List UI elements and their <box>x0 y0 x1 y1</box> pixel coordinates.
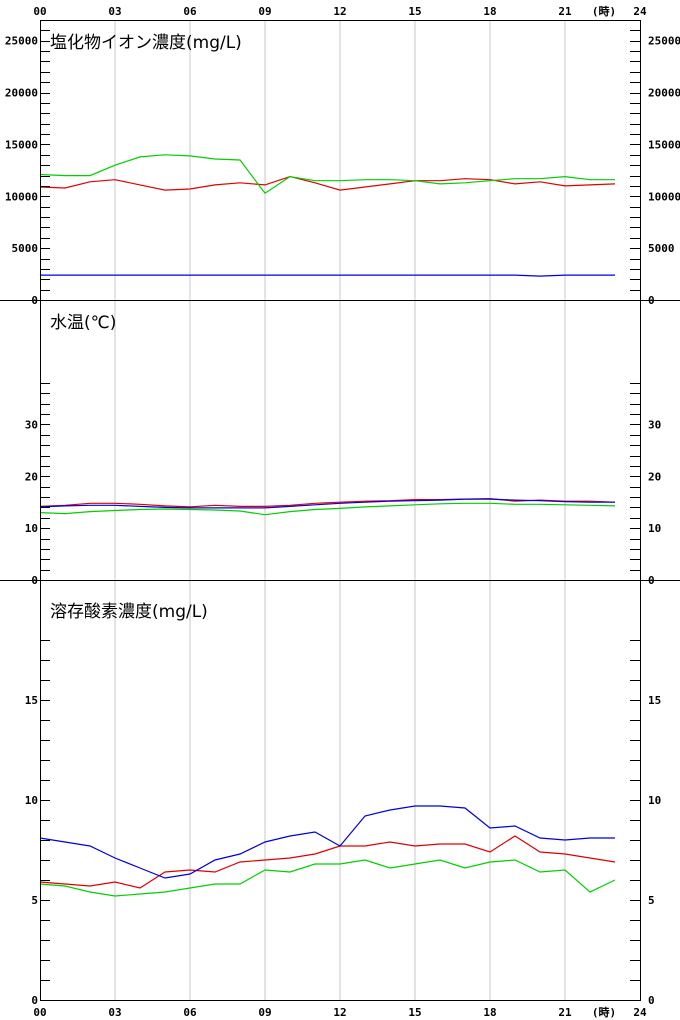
y-tick-label-right: 15 <box>648 694 661 707</box>
x-tick-label-bottom: 18 <box>483 1006 496 1019</box>
y-tick-label-right: 20 <box>648 470 661 483</box>
x-tick-label-bottom: 09 <box>258 1006 271 1019</box>
y-tick-label-left: 10 <box>25 794 38 807</box>
x-tick-label-bottom: 06 <box>183 1006 197 1019</box>
y-tick-label-left: 20000 <box>5 87 38 100</box>
y-tick-label-right: 15000 <box>648 138 680 151</box>
y-tick-label-right: 10000 <box>648 190 680 203</box>
x-tick-label-top: 21 <box>558 5 572 18</box>
y-tick-label-left: 0 <box>31 294 38 307</box>
series-line-blue-panel-2 <box>39 498 615 509</box>
y-tick-label-right: 0 <box>648 294 655 307</box>
x-tick-label-bottom: 12 <box>333 1006 346 1019</box>
x-tick-label-bottom: 03 <box>108 1006 121 1019</box>
y-tick-label-left: 5000 <box>12 242 39 255</box>
x-tick-label-bottom: 21 <box>558 1006 572 1019</box>
axes-layer <box>0 20 680 1001</box>
x-tick-label-top: 12 <box>333 5 346 18</box>
gridlines <box>114 20 566 1000</box>
x-tick-label-top: 06 <box>183 5 197 18</box>
series-line-green-panel-3 <box>39 859 616 897</box>
y-tick-label-left: 0 <box>31 994 38 1007</box>
y-tick-label-left: 15000 <box>5 138 38 151</box>
y-tick-label-left: 10 <box>25 522 38 535</box>
y-tick-label-right: 0 <box>648 994 655 1007</box>
x-tick-label-bottom: 15 <box>408 1006 421 1019</box>
x-tick-label-top: 24 <box>633 5 647 18</box>
series-line-red-panel-1 <box>39 175 616 191</box>
y-tick-label-left: 5 <box>31 894 38 907</box>
y-tick-label-left: 0 <box>31 574 38 587</box>
x-tick-label-top: 18 <box>483 5 496 18</box>
x-tick-label-bottom: 00 <box>33 1006 46 1019</box>
y-tick-label-left: 10000 <box>5 190 38 203</box>
x-tick-label-top: 15 <box>408 5 421 18</box>
series-line-green-panel-1 <box>39 154 615 195</box>
x-unit-top: (時) <box>592 4 616 18</box>
panel-title-chloride: 塩化物イオン濃度(mg/L) <box>50 33 242 53</box>
y-tick-label-right: 20000 <box>648 87 680 100</box>
series-line-blue-panel-1 <box>40 274 615 277</box>
y-tick-label-left: 20 <box>25 470 38 483</box>
x-tick-label-bottom: 24 <box>633 1006 647 1019</box>
y-tick-label-right: 10 <box>648 794 661 807</box>
series-line-red-panel-2 <box>39 497 616 508</box>
x-unit-bottom: (時) <box>592 1005 616 1019</box>
y-tick-label-right: 5 <box>648 894 655 907</box>
series-layer <box>39 154 616 897</box>
x-tick-label-top: 09 <box>258 5 271 18</box>
y-tick-label-right: 0 <box>648 574 655 587</box>
y-tick-label-right: 30 <box>648 418 661 431</box>
x-tick-label-top: 00 <box>33 5 46 18</box>
x-tick-label-top: 03 <box>108 5 121 18</box>
series-line-red-panel-3 <box>39 835 616 889</box>
y-tick-label-left: 25000 <box>5 35 38 48</box>
y-tick-label-left: 30 <box>25 418 38 431</box>
series-line-green-panel-2 <box>39 502 616 516</box>
y-tick-label-right: 25000 <box>648 35 680 48</box>
y-tick-label-right: 5000 <box>648 242 675 255</box>
y-tick-label-left: 15 <box>25 694 38 707</box>
panel-title-water-temp: 水温(℃) <box>50 313 116 333</box>
panel-title-dissolved-oxygen: 溶存酸素濃度(mg/L) <box>50 602 208 622</box>
series-line-blue-panel-3 <box>39 805 615 879</box>
y-tick-label-right: 10 <box>648 522 661 535</box>
